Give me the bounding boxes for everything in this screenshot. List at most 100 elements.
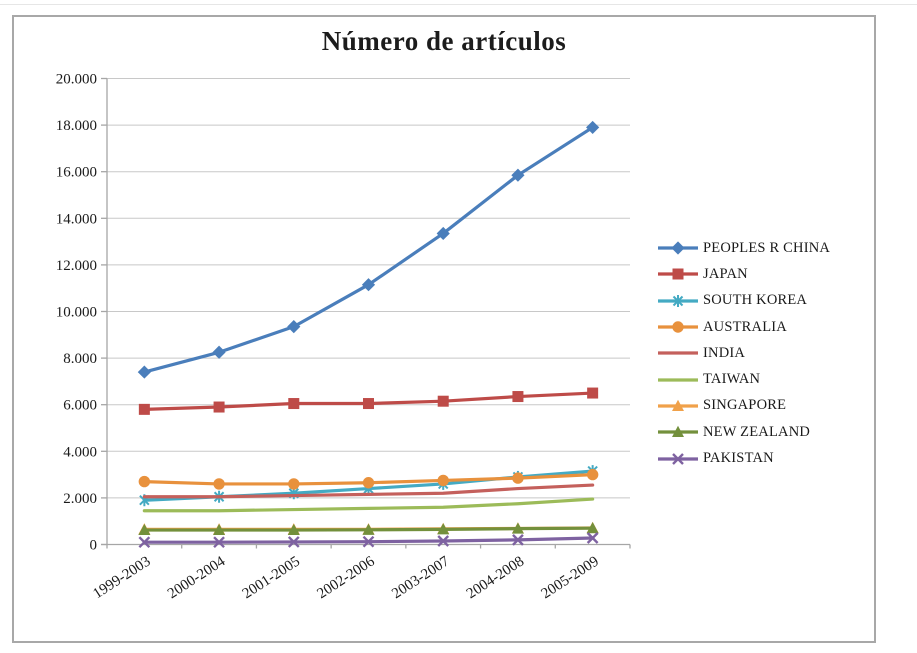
marker-diamond	[436, 226, 450, 241]
marker-x	[437, 535, 450, 547]
marker-diamond	[511, 168, 525, 182]
y-axis-label: 16.000	[56, 165, 97, 181]
marker-x	[672, 452, 684, 465]
marker-diamond	[137, 365, 151, 379]
legend-marker-icon	[658, 321, 698, 333]
marker-square	[672, 268, 684, 280]
legend-item-india: INDIA	[656, 340, 871, 366]
marker-circle	[138, 475, 151, 488]
legend-marker-icon	[658, 294, 698, 307]
legend-marker-icon	[658, 241, 698, 255]
series-taiwan	[142, 497, 595, 513]
marker-x	[287, 536, 300, 548]
y-axis-label: 18.000	[56, 118, 97, 134]
marker-x	[586, 532, 599, 544]
marker-x	[138, 536, 151, 549]
marker-square	[363, 398, 374, 410]
legend-label: SOUTH KOREA	[703, 292, 808, 309]
legend-marker-icon	[658, 378, 698, 382]
legend-label: AUSTRALIA	[703, 318, 787, 335]
y-axis-label: 4.000	[63, 444, 97, 460]
legend-item-pakistan: PAKISTAN	[656, 445, 871, 471]
marker-triangle	[672, 399, 684, 411]
legend-item-singapore: SINGAPORE	[656, 393, 871, 419]
marker-asterisk	[672, 295, 684, 306]
series-line	[142, 483, 595, 499]
x-axis-label: 2004-2008	[464, 553, 527, 602]
marker-diamond	[212, 345, 226, 359]
marker-square	[437, 395, 449, 407]
marker-circle	[512, 472, 524, 484]
marker-circle	[288, 478, 300, 490]
chart-legend: PEOPLES R CHINA JAPAN SOUTH KOREA AUSTRALIA…	[656, 235, 871, 472]
x-axis-label: 2003-2007	[389, 553, 453, 602]
x-axis-label: 2005-2009	[539, 553, 602, 602]
legend-marker-icon	[658, 268, 698, 280]
x-axis-label: 2000-2004	[165, 553, 229, 602]
chart-frame	[12, 15, 876, 643]
marker-circle	[213, 478, 225, 490]
legend-label: TAIWAN	[703, 371, 761, 388]
marker-x	[213, 536, 225, 549]
y-axis-label: 0	[90, 538, 98, 554]
marker-circle	[437, 474, 449, 487]
legend-item-peoples-r-china: PEOPLES R CHINA	[656, 235, 871, 261]
y-axis-label: 8.000	[63, 351, 97, 367]
marker-diamond	[361, 278, 376, 292]
chart-title: Número de artículos	[321, 26, 567, 56]
marker-triangle	[362, 523, 375, 535]
series-australia	[138, 468, 599, 490]
marker-triangle	[672, 426, 684, 438]
legend-marker-icon	[658, 351, 698, 355]
legend-label: SINGAPORE	[703, 397, 787, 414]
top-divider-line	[0, 4, 917, 5]
marker-triangle	[213, 523, 226, 536]
marker-square	[213, 401, 225, 413]
series-peoples-r-china	[137, 120, 600, 379]
x-axis-label: 2001-2005	[240, 553, 303, 602]
legend-item-new-zealand: NEW ZEALAND	[656, 419, 871, 445]
marker-square	[288, 398, 300, 410]
y-axis-label: 12.000	[56, 258, 97, 274]
legend-item-taiwan: TAIWAN	[656, 366, 871, 392]
legend-marker-icon	[658, 426, 698, 438]
marker-square	[587, 387, 599, 399]
series-japan	[138, 387, 599, 415]
marker-x	[362, 535, 375, 548]
marker-circle	[586, 468, 599, 481]
y-axis-label: 14.000	[56, 211, 97, 227]
y-axis-label: 10.000	[56, 305, 97, 321]
marker-triangle	[586, 521, 599, 534]
y-axis-label: 6.000	[63, 398, 97, 414]
series-line	[142, 497, 595, 513]
legend-marker-icon	[658, 452, 698, 465]
marker-square	[138, 403, 150, 415]
marker-triangle	[437, 523, 450, 535]
legend-label: PAKISTAN	[703, 450, 774, 467]
marker-diamond	[671, 241, 685, 255]
series-pakistan	[138, 532, 599, 549]
marker-circle	[362, 477, 375, 489]
marker-x	[512, 533, 524, 546]
legend-label: INDIA	[703, 344, 746, 361]
marker-circle	[672, 321, 684, 333]
legend-marker-icon	[658, 399, 698, 411]
series-new-zealand	[138, 521, 599, 536]
y-axis-label: 2.000	[63, 491, 97, 507]
marker-square	[512, 391, 524, 403]
series-line	[142, 125, 595, 374]
legend-label: NEW ZEALAND	[703, 423, 811, 440]
marker-diamond	[586, 120, 600, 135]
legend-item-japan: JAPAN	[656, 261, 871, 287]
legend-label: PEOPLES R CHINA	[703, 239, 831, 256]
marker-triangle	[511, 522, 524, 534]
legend-item-south-korea: SOUTH KOREA	[656, 288, 871, 314]
legend-item-australia: AUSTRALIA	[656, 314, 871, 340]
marker-triangle	[138, 523, 151, 536]
legend-label: JAPAN	[703, 265, 748, 282]
x-axis-label: 1999-2003	[90, 553, 153, 602]
y-axis-label: 20.000	[56, 72, 97, 88]
marker-triangle	[287, 523, 300, 536]
